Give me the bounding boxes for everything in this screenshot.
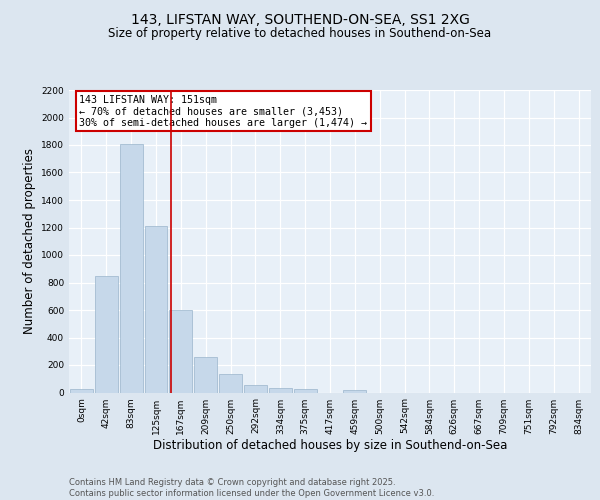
Bar [145,226,167,392]
X-axis label: Distribution of detached houses by size in Southend-on-Sea: Distribution of detached houses by size … [153,440,507,452]
Bar [95,276,118,392]
Bar [219,374,242,392]
Text: Contains HM Land Registry data © Crown copyright and database right 2025.
Contai: Contains HM Land Registry data © Crown c… [69,478,434,498]
Bar [194,357,217,392]
Bar [169,310,192,392]
Bar [343,390,366,392]
Text: 143, LIFSTAN WAY, SOUTHEND-ON-SEA, SS1 2XG: 143, LIFSTAN WAY, SOUTHEND-ON-SEA, SS1 2… [131,12,469,26]
Bar [294,389,317,392]
Bar [244,385,267,392]
Bar [70,389,93,392]
Text: 143 LIFSTAN WAY: 151sqm
← 70% of detached houses are smaller (3,453)
30% of semi: 143 LIFSTAN WAY: 151sqm ← 70% of detache… [79,94,367,128]
Bar [269,388,292,392]
Bar [120,144,143,392]
Y-axis label: Number of detached properties: Number of detached properties [23,148,35,334]
Text: Size of property relative to detached houses in Southend-on-Sea: Size of property relative to detached ho… [109,28,491,40]
